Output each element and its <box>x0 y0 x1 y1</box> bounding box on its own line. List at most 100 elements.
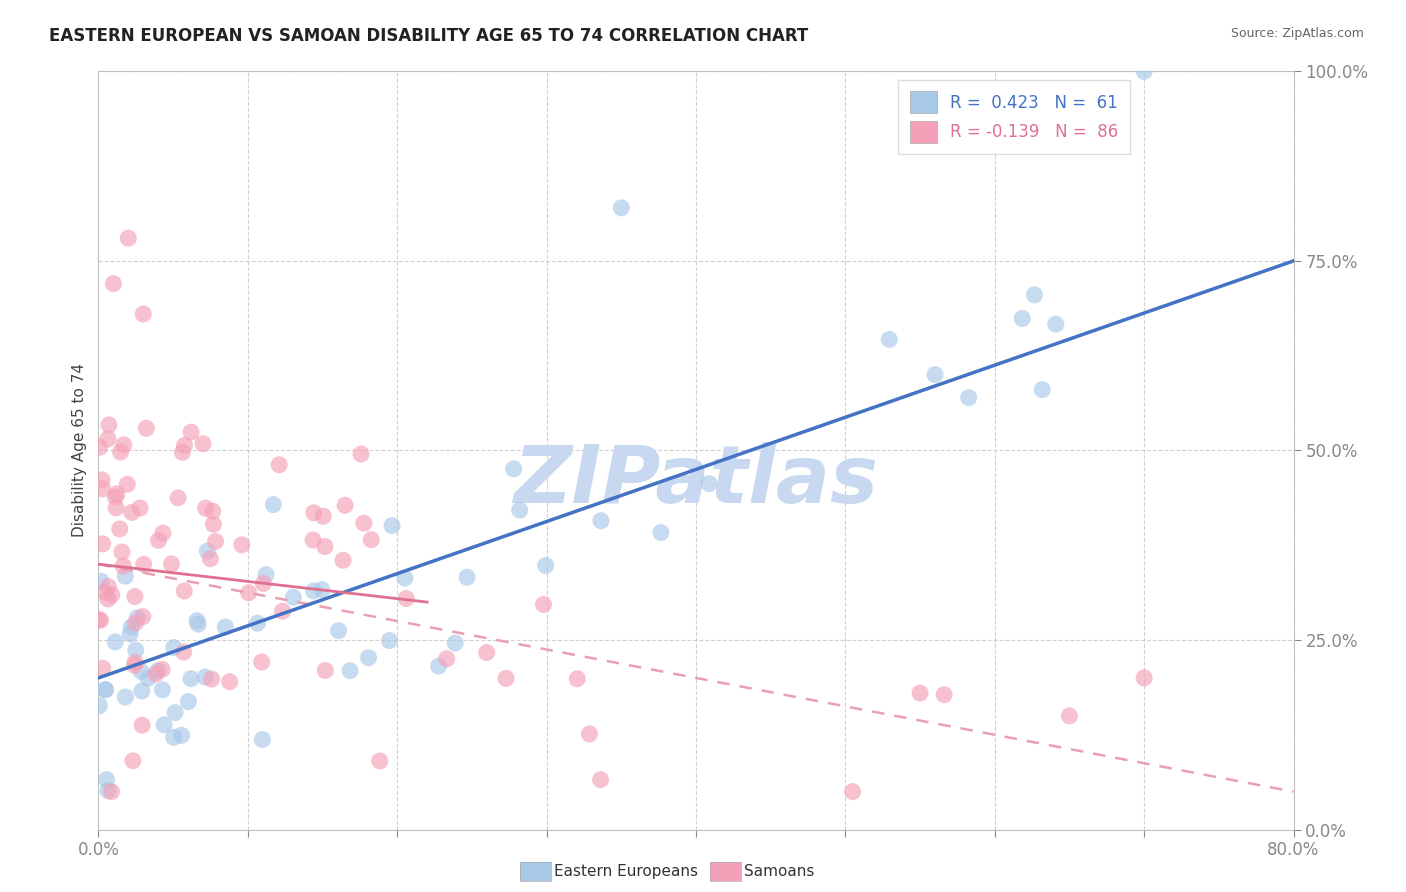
Point <box>152 526 174 541</box>
Point <box>214 620 236 634</box>
Point <box>246 616 269 631</box>
Point <box>269 458 291 472</box>
Point <box>180 425 202 439</box>
Point <box>314 664 336 678</box>
Point <box>201 672 224 686</box>
Legend: R =  0.423   N =  61, R = -0.139   N =  86: R = 0.423 N = 61, R = -0.139 N = 86 <box>898 79 1130 154</box>
Point <box>252 732 274 747</box>
Point <box>177 695 200 709</box>
Point <box>589 772 612 787</box>
Point <box>163 640 186 655</box>
Point <box>91 537 114 551</box>
Point <box>578 727 600 741</box>
Point <box>314 540 336 554</box>
Point <box>111 545 134 559</box>
Point <box>924 368 946 382</box>
Point <box>202 517 225 532</box>
Point <box>89 440 111 454</box>
Point <box>135 421 157 435</box>
Point <box>146 664 169 678</box>
Point <box>957 391 980 405</box>
Y-axis label: Disability Age 65 to 74: Disability Age 65 to 74 <box>72 363 87 538</box>
Point <box>394 571 416 585</box>
Point <box>129 500 152 515</box>
Point <box>150 662 173 676</box>
Point <box>533 598 555 612</box>
Point <box>231 538 253 552</box>
Point <box>132 558 155 572</box>
Point <box>89 613 111 627</box>
Point <box>105 500 128 515</box>
Point <box>589 514 612 528</box>
Point <box>436 652 458 666</box>
Point <box>194 670 217 684</box>
Point <box>120 620 142 634</box>
Point <box>127 611 149 625</box>
Point <box>368 754 391 768</box>
Point <box>360 533 382 547</box>
Point <box>104 635 127 649</box>
Point <box>110 445 132 459</box>
Point <box>186 614 208 628</box>
Point <box>238 585 260 599</box>
Point <box>148 533 170 548</box>
Text: ZIPatlas: ZIPatlas <box>513 442 879 520</box>
Point <box>129 665 152 679</box>
Point <box>132 307 155 321</box>
Point <box>328 624 350 638</box>
Point <box>456 570 478 584</box>
Point <box>191 437 214 451</box>
Point <box>97 783 120 797</box>
Point <box>96 772 118 787</box>
Point <box>934 688 956 702</box>
Point <box>165 706 187 720</box>
Point <box>1011 311 1033 326</box>
Point <box>1059 708 1081 723</box>
Point <box>194 501 217 516</box>
Point <box>333 498 356 512</box>
Point <box>163 731 186 745</box>
Point <box>195 544 218 558</box>
Point <box>1031 383 1053 397</box>
Point <box>427 659 450 673</box>
Point <box>302 506 325 520</box>
Point <box>283 591 305 605</box>
Point <box>97 417 120 432</box>
Point <box>187 617 209 632</box>
Point <box>567 672 589 686</box>
Text: Samoans: Samoans <box>744 864 814 879</box>
Point <box>650 525 672 540</box>
Point <box>200 551 222 566</box>
Point <box>271 604 294 618</box>
Point <box>509 503 531 517</box>
Point <box>1133 671 1156 685</box>
Point <box>495 672 517 686</box>
Point <box>131 718 153 732</box>
Point <box>117 477 139 491</box>
Point <box>339 664 361 678</box>
Point <box>252 576 274 591</box>
Point <box>218 674 240 689</box>
Point <box>353 516 375 531</box>
Point <box>122 754 145 768</box>
Point <box>152 682 174 697</box>
Point <box>610 201 633 215</box>
Point <box>201 504 224 518</box>
Point <box>250 655 273 669</box>
Point <box>136 671 159 685</box>
Point <box>114 690 136 704</box>
Point <box>103 277 125 291</box>
Point <box>132 609 155 624</box>
Point <box>104 490 127 504</box>
Point <box>94 682 117 697</box>
Point <box>94 585 117 599</box>
Point <box>112 559 135 574</box>
Point <box>1024 288 1046 302</box>
Point <box>91 661 114 675</box>
Point <box>302 583 325 598</box>
Point <box>87 613 110 627</box>
Point <box>302 533 325 547</box>
Point <box>444 636 467 650</box>
Point <box>153 718 176 732</box>
Point <box>124 615 146 630</box>
